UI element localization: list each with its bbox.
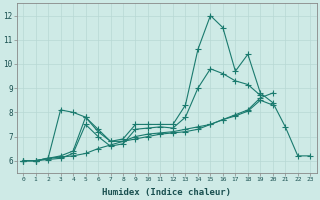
X-axis label: Humidex (Indice chaleur): Humidex (Indice chaleur) [102,188,231,197]
